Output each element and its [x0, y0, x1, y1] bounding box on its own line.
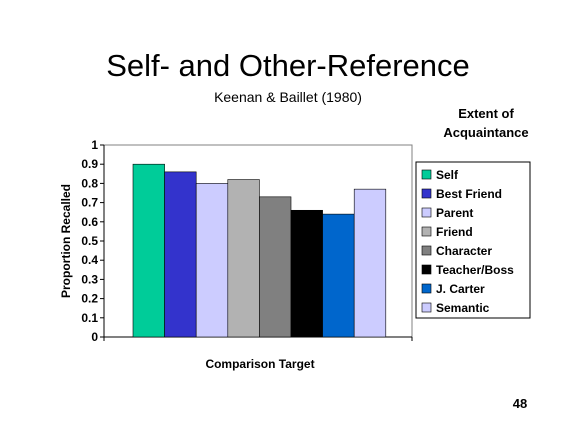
legend-label: Teacher/Boss: [436, 263, 514, 277]
y-axis-title: Proportion Recalled: [59, 184, 73, 298]
y-tick-label: 1: [91, 138, 98, 152]
legend-label: Character: [436, 244, 492, 258]
x-axis-title: Comparison Target: [205, 357, 314, 371]
legend-label: Parent: [436, 206, 473, 220]
y-tick-label: 0.8: [81, 176, 98, 190]
legend: Self Best Friend Parent Friend Character Teac…: [415, 161, 531, 319]
legend-swatch: [421, 188, 432, 199]
bar-teacher-boss: [290, 209, 323, 338]
legend-box: [415, 161, 531, 319]
slide-subtitle: Keenan & Baillet (1980): [214, 89, 362, 105]
legend-title: Extent of Acquaintance: [443, 106, 529, 140]
y-tick-label: 0.6: [81, 215, 98, 229]
y-tick-label: 0.5: [81, 234, 98, 248]
legend-label: Friend: [436, 225, 473, 239]
legend-label: Semantic: [436, 301, 490, 315]
bar-semantic: [353, 188, 387, 338]
legend-swatch: [421, 207, 432, 218]
y-tick-label: 0.3: [81, 272, 98, 286]
slide-title: Self- and Other-Reference: [106, 48, 470, 83]
bar-friend: [227, 179, 260, 338]
y-tick-label: 0.9: [81, 157, 98, 171]
legend-swatch: [421, 245, 432, 256]
bar-best-friend: [164, 171, 197, 338]
y-tick-label: 0.1: [81, 311, 98, 325]
y-tick-label: 0.4: [81, 253, 98, 267]
bars: [132, 163, 387, 338]
legend-swatch: [421, 226, 432, 237]
bar-character: [259, 196, 292, 338]
x-axis: Comparison Target: [103, 336, 413, 371]
bar-parent: [195, 183, 229, 338]
legend-label: J. Carter: [436, 282, 485, 296]
bar-j-carter: [322, 213, 355, 338]
y-tick-label: 0.2: [81, 292, 98, 306]
y-tick-label: 0: [91, 330, 98, 344]
legend-swatch: [421, 264, 432, 275]
legend-label: Self: [436, 168, 459, 182]
legend-swatch: [421, 169, 432, 180]
page-number: 48: [512, 396, 528, 411]
y-axis: 0 0.1 0.2 0.3 0.4 0.5 0.6 0.7 0.8 0.9 1 Proportion …: [59, 138, 105, 344]
legend-swatch: [421, 302, 432, 313]
legend-label: Best Friend: [436, 187, 502, 201]
y-tick-label: 0.7: [81, 196, 98, 210]
bar-self: [132, 163, 165, 338]
legend-swatch: [421, 283, 432, 294]
